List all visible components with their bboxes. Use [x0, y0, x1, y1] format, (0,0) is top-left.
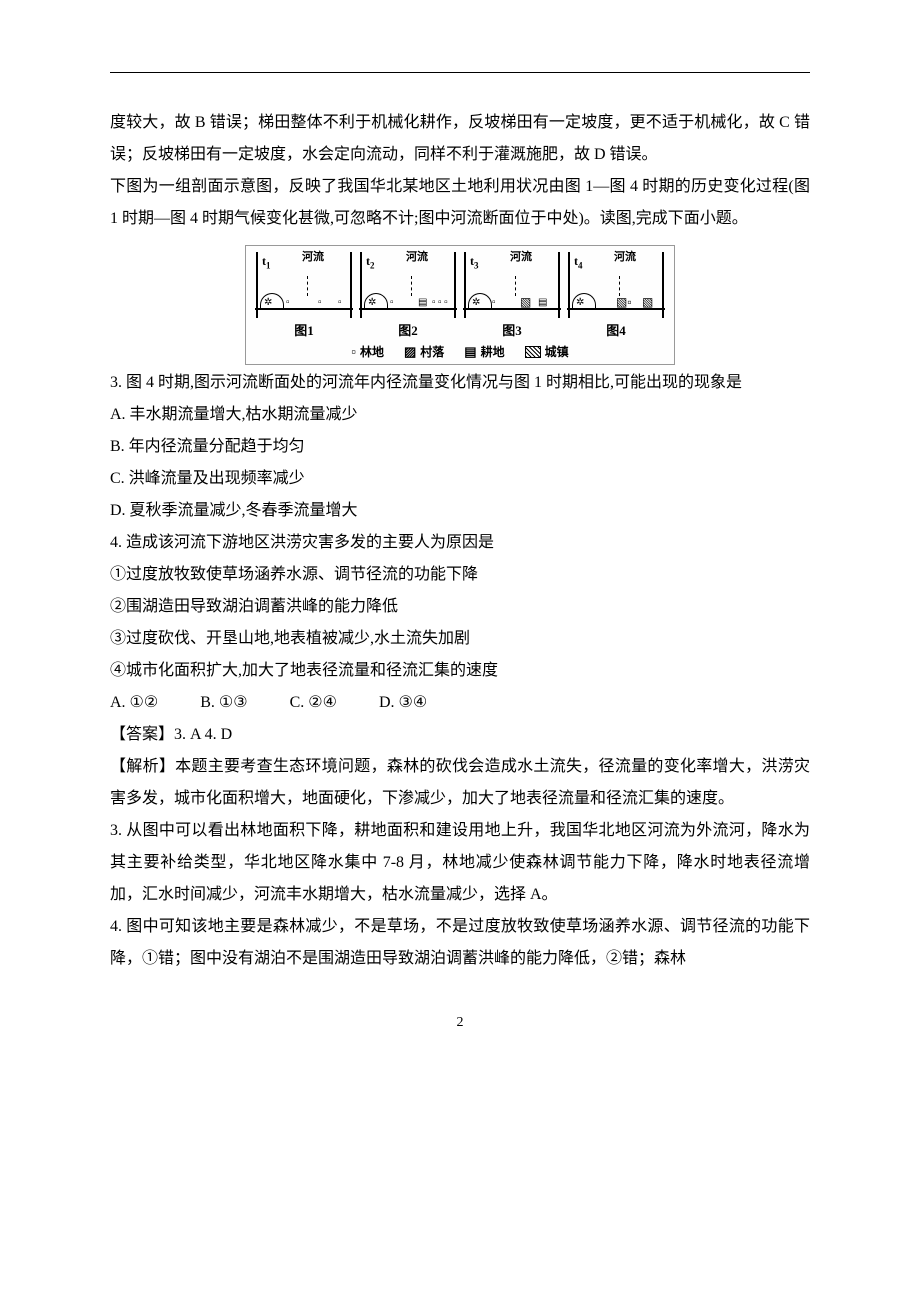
- q4-option-d: D. ③④: [379, 687, 427, 719]
- paragraph-1: 度较大，故 B 错误；梯田整体不利于机械化耕作，反坡梯田有一定坡度，更不适于机械…: [110, 107, 810, 171]
- q4-option-a: A. ①②: [110, 687, 158, 719]
- q4-stem: 4. 造成该河流下游地区洪涝灾害多发的主要人为原因是: [110, 527, 810, 559]
- legend-village: ▨村落: [404, 343, 444, 360]
- explanation-4: 4. 图中可知该地主要是森林减少，不是草场，不是过度放牧致使草场涵养水源、调节径…: [110, 911, 810, 975]
- figure-panel-2: t2 河流 ✲ ▫ ▤ ▫ ▫ ▫: [360, 252, 456, 318]
- figure-caption-2: 图2: [360, 320, 456, 339]
- q4-statement-2: ②围湖造田导致湖泊调蓄洪峰的能力降低: [110, 591, 810, 623]
- figure-box: t1 河流 ✲ ▫ ▫ ▫ t2 河流 ✲: [245, 245, 675, 365]
- explanation-3: 3. 从图中可以看出林地面积下降，耕地面积和建设用地上升，我国华北地区河流为外流…: [110, 815, 810, 911]
- figure-caption-1: 图1: [256, 320, 352, 339]
- figure-panel-3: t3 河流 ✲ ▫ ▧ ▤: [464, 252, 560, 318]
- q4-option-b: B. ①③: [200, 687, 247, 719]
- q4-option-c: C. ②④: [290, 687, 337, 719]
- q3-option-c: C. 洪峰流量及出现频率减少: [110, 463, 810, 495]
- legend-farmland: ▤耕地: [464, 343, 504, 360]
- paragraph-intro: 下图为一组剖面示意图，反映了我国华北某地区土地利用状况由图 1—图 4 时期的历…: [110, 171, 810, 235]
- figure-panel-4: t4 河流 ✲ ▧▫ ▧: [568, 252, 664, 318]
- q3-stem: 3. 图 4 时期,图示河流断面处的河流年内径流量变化情况与图 1 时期相比,可…: [110, 367, 810, 399]
- figure-caption-3: 图3: [464, 320, 560, 339]
- header-rule: [110, 72, 810, 73]
- q3-option-d: D. 夏秋季流量减少,冬春季流量增大: [110, 495, 810, 527]
- legend-town: 城镇: [525, 343, 569, 360]
- figure-legend: ▫林地 ▨村落 ▤耕地 城镇: [256, 343, 664, 360]
- answer-line: 【答案】3. A 4. D: [110, 719, 810, 751]
- figure-container: t1 河流 ✲ ▫ ▫ ▫ t2 河流 ✲: [110, 245, 810, 365]
- figure-panel-1: t1 河流 ✲ ▫ ▫ ▫: [256, 252, 352, 318]
- q4-statement-3: ③过度砍伐、开垦山地,地表植被减少,水土流失加剧: [110, 623, 810, 655]
- figure-captions: 图1 图2 图3 图4: [256, 320, 664, 339]
- q3-option-a: A. 丰水期流量增大,枯水期流量减少: [110, 399, 810, 431]
- figure-panels: t1 河流 ✲ ▫ ▫ ▫ t2 河流 ✲: [256, 252, 664, 318]
- q4-statement-4: ④城市化面积扩大,加大了地表径流量和径流汇集的速度: [110, 655, 810, 687]
- page-number: 2: [110, 1015, 810, 1031]
- figure-caption-4: 图4: [568, 320, 664, 339]
- q4-options: A. ①② B. ①③ C. ②④ D. ③④: [110, 687, 810, 719]
- q3-option-b: B. 年内径流量分配趋于均匀: [110, 431, 810, 463]
- explanation-head: 【解析】本题主要考查生态环境问题，森林的砍伐会造成水土流失，径流量的变化率增大，…: [110, 751, 810, 815]
- legend-forest: ▫林地: [351, 343, 384, 360]
- q4-statement-1: ①过度放牧致使草场涵养水源、调节径流的功能下降: [110, 559, 810, 591]
